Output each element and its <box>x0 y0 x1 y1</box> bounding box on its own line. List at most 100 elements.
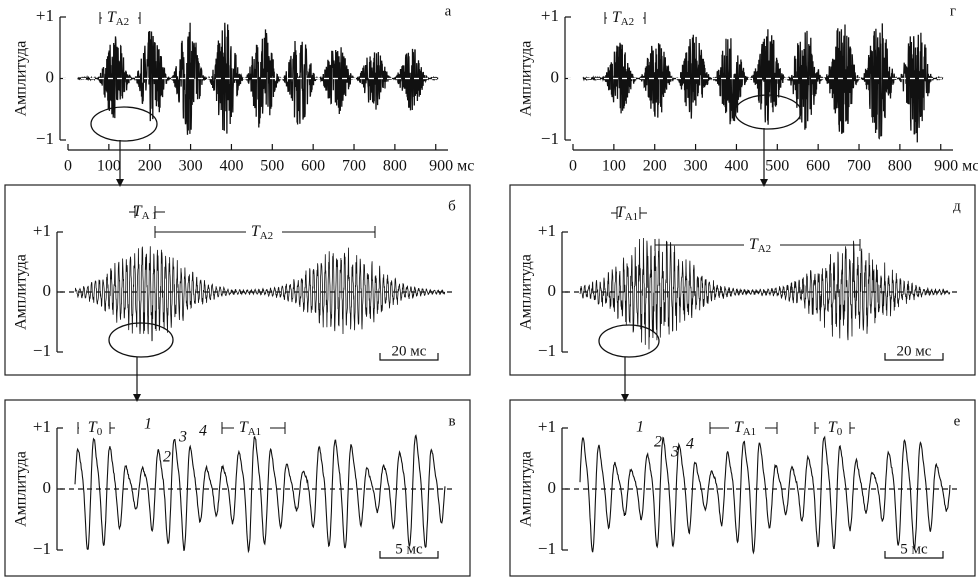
annotation: T0 <box>88 419 103 438</box>
scale-bar-label: 20 мс <box>392 343 427 359</box>
panel-letter: д <box>953 198 961 214</box>
panel-letter: а <box>445 3 452 19</box>
waveform <box>579 435 951 555</box>
annotation-subscript: A1 <box>743 426 756 438</box>
y-tick-label: +1 <box>33 221 51 240</box>
scale-bar-label: 5 мс <box>900 541 928 557</box>
annotation-symbol: T <box>251 223 261 240</box>
x-tick-label: 300 <box>179 158 203 175</box>
x-tick-label: 600 <box>806 158 830 175</box>
x-tick-label: 700 <box>342 158 366 175</box>
x-tick-label: 300 <box>684 158 708 175</box>
y-tick-label: −1 <box>538 539 556 558</box>
y-tick-label: +1 <box>538 221 556 240</box>
x-tick-label: 200 <box>643 158 667 175</box>
zoom-arrowhead <box>133 394 141 402</box>
scale-bar <box>884 551 944 559</box>
annotation: 2 <box>654 434 662 451</box>
annotation-symbol: T <box>828 419 838 436</box>
annotation-subscript: A1 <box>248 426 261 438</box>
y-tick-label: 0 <box>548 281 557 300</box>
x-tick-label: 200 <box>138 158 162 175</box>
panel-letter: е <box>954 413 961 429</box>
zoom-arrowhead <box>116 179 124 187</box>
y-tick-label: −1 <box>538 341 556 360</box>
y-tick-label: 0 <box>548 478 557 497</box>
y-tick-label: +1 <box>36 6 54 25</box>
annotation: TA2 <box>749 236 771 255</box>
annotation-subscript: 0 <box>837 426 843 438</box>
annotation-subscript: 0 <box>97 426 103 438</box>
y-tick-label: −1 <box>33 539 51 558</box>
annotation-subscript: A2 <box>621 16 634 28</box>
annotation: TA2 <box>251 223 273 242</box>
y-tick-label: +1 <box>33 417 51 436</box>
annotation-subscript: A2 <box>260 230 273 242</box>
x-tick-label: 500 <box>765 158 789 175</box>
annotation-symbol: T <box>239 419 249 436</box>
zoom-ellipse <box>734 94 802 130</box>
annotation: TA2 <box>107 9 129 28</box>
annotation: 3 <box>178 429 187 446</box>
annotation: T0 <box>828 419 843 438</box>
x-tick-label: 900 мс <box>934 158 978 175</box>
annotation-symbol: T <box>749 236 759 253</box>
annotation: 4 <box>686 436 694 453</box>
scale-bar-label: 20 мс <box>897 343 932 359</box>
y-tick-label: +1 <box>538 417 556 436</box>
x-tick-label: 100 <box>602 158 626 175</box>
y-tick-label: −1 <box>541 129 559 148</box>
x-tick-label: 800 <box>383 158 407 175</box>
y-tick-label: 0 <box>551 67 560 86</box>
annotation-symbol: T <box>616 204 626 221</box>
annotation: 4 <box>199 423 207 440</box>
annotation-subscript: A2 <box>116 16 129 28</box>
y-axis-label: Амплитуда <box>13 254 30 330</box>
x-tick-label: 0 <box>569 158 577 175</box>
annotation: TA1 <box>616 204 638 223</box>
y-tick-label: 0 <box>43 281 52 300</box>
panel-frame <box>509 184 976 376</box>
annotation: TA1 <box>239 419 261 438</box>
annotation: TA1 <box>734 419 756 438</box>
scale-bar <box>379 551 439 559</box>
y-tick-label: −1 <box>36 129 54 148</box>
y-axis-label: Амплитуда <box>13 451 30 527</box>
annotation-subscript: A2 <box>758 243 771 255</box>
y-axis-label: Амплитуда <box>518 451 535 527</box>
waveform <box>77 22 439 135</box>
y-axis-label: Амплитуда <box>518 41 535 117</box>
panel-letter: г <box>950 3 956 19</box>
annotation: 2 <box>163 449 171 466</box>
annotation-subscript: A1 <box>625 211 638 223</box>
x-tick-label: 100 <box>97 158 121 175</box>
y-tick-label: 0 <box>43 478 52 497</box>
scale-bar-label: 5 мс <box>395 541 423 557</box>
x-tick-label: 500 <box>260 158 284 175</box>
y-tick-label: −1 <box>33 341 51 360</box>
annotation-subscript: A 1 <box>142 210 158 222</box>
zoom-ellipse <box>598 324 660 358</box>
panel-frame <box>509 399 976 577</box>
x-tick-label: 400 <box>724 158 748 175</box>
panel-frame <box>4 399 471 577</box>
x-tick-label: 900 мс <box>429 158 474 175</box>
annotation-symbol: T <box>133 203 143 220</box>
zoom-ellipse <box>90 106 158 142</box>
y-axis-label: Амплитуда <box>518 254 535 330</box>
annotation-symbol: T <box>107 9 117 26</box>
scale-bar <box>884 353 944 361</box>
annotation-symbol: T <box>734 419 744 436</box>
panel-frame <box>4 184 471 376</box>
x-tick-label: 400 <box>219 158 243 175</box>
annotation-symbol: T <box>612 9 622 26</box>
annotation-symbol: T <box>88 419 98 436</box>
x-tick-label: 700 <box>847 158 871 175</box>
x-tick-label: 0 <box>64 158 72 175</box>
y-tick-label: +1 <box>541 6 559 25</box>
waveform <box>74 246 446 342</box>
annotation: TA2 <box>612 9 634 28</box>
scale-bar <box>379 353 439 361</box>
x-tick-label: 600 <box>301 158 325 175</box>
